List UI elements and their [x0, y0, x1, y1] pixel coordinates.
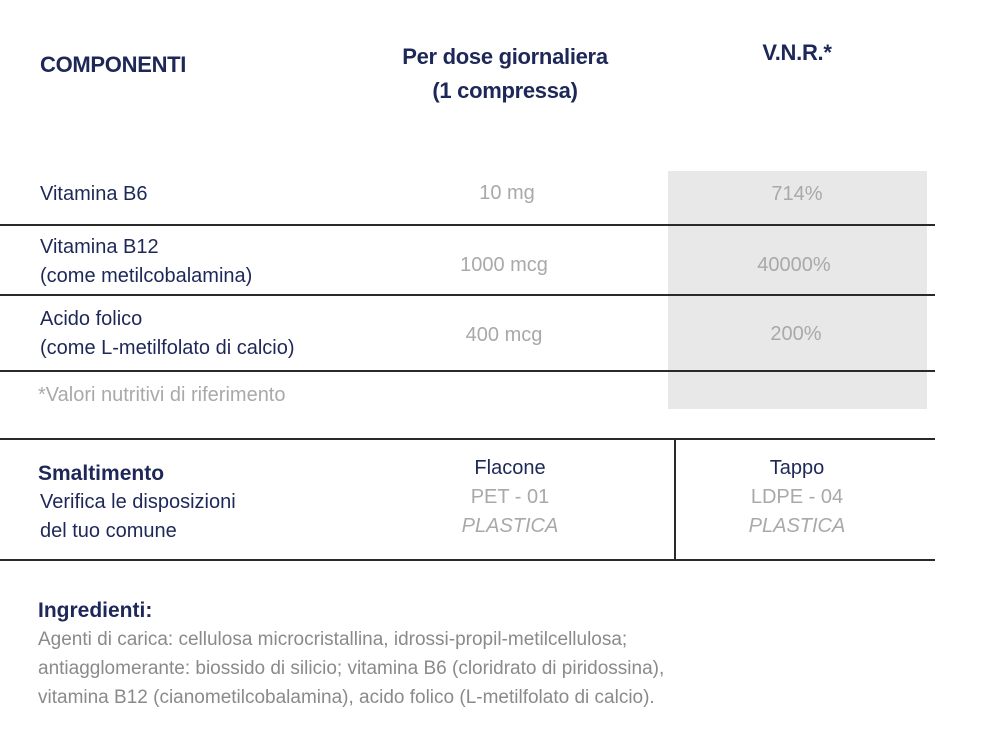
header-dose-line1: Per dose giornaliera	[402, 44, 608, 69]
ingredients-line3: vitamina B12 (cianometilcobalamina), aci…	[38, 687, 655, 708]
header-components: COMPONENTI	[40, 52, 187, 77]
row-folic-acid-name: Acido folico (come L-metilfolato di calc…	[40, 305, 295, 363]
header-dose: Per dose giornaliera (1 compressa)	[355, 40, 655, 108]
row-vitamin-b6-vnr: 714%	[771, 183, 823, 205]
row-divider	[0, 294, 935, 296]
row-vitamin-b12-vnr: 40000%	[757, 254, 831, 276]
disposal-title: Smaltimento	[38, 462, 165, 485]
bottle-material: PLASTICA	[461, 515, 559, 537]
row-divider	[0, 224, 935, 226]
bottle-info: Flacone PET - 01 PLASTICA	[410, 454, 610, 541]
header-vnr: V.N.R.*	[762, 40, 832, 65]
vertical-divider	[674, 439, 676, 560]
row-folic-acid-vnr: 200%	[770, 323, 822, 345]
bottle-code: PET - 01	[470, 486, 550, 508]
row-vitamin-b12-name-line1: Vitamina B12	[40, 236, 159, 258]
cap-label: Tappo	[769, 457, 825, 479]
ingredients-line1: Agenti di carica: cellulosa microcristal…	[38, 629, 628, 650]
row-divider	[0, 370, 935, 372]
footnote: *Valori nutritivi di riferimento	[38, 384, 286, 406]
ingredients-title: Ingredienti:	[38, 599, 153, 622]
disposal-info: Smaltimento Verifica le disposizioni del…	[38, 460, 236, 546]
row-folic-acid-dose: 400 mcg	[465, 324, 543, 346]
vnr-column-shading	[668, 171, 927, 409]
ingredients-line2: antiagglomerante: biossido di silicio; v…	[38, 658, 665, 679]
row-vitamin-b6-dose: 10 mg	[479, 182, 535, 204]
bottle-label: Flacone	[474, 457, 546, 479]
ingredients-text: Agenti di carica: cellulosa microcristal…	[38, 625, 664, 712]
disposal-line2: del tuo comune	[40, 520, 177, 542]
row-vitamin-b6-name: Vitamina B6	[40, 183, 148, 205]
row-vitamin-b12-dose: 1000 mcg	[460, 254, 548, 276]
disposal-line1: Verifica le disposizioni	[40, 491, 236, 513]
row-folic-acid-name-line1: Acido folico	[40, 308, 143, 330]
header-dose-line2: (1 compressa)	[432, 78, 578, 103]
section-divider	[0, 438, 935, 440]
row-vitamin-b12-name-line2: (come metilcobalamina)	[40, 265, 253, 287]
cap-material: PLASTICA	[748, 515, 846, 537]
cap-code: LDPE - 04	[750, 486, 844, 508]
ingredients: Ingredienti: Agenti di carica: cellulosa…	[38, 597, 664, 712]
row-folic-acid-name-line2: (come L-metilfolato di calcio)	[40, 337, 295, 359]
cap-info: Tappo LDPE - 04 PLASTICA	[697, 454, 897, 541]
section-divider	[0, 559, 935, 561]
row-vitamin-b12-name: Vitamina B12 (come metilcobalamina)	[40, 233, 252, 291]
